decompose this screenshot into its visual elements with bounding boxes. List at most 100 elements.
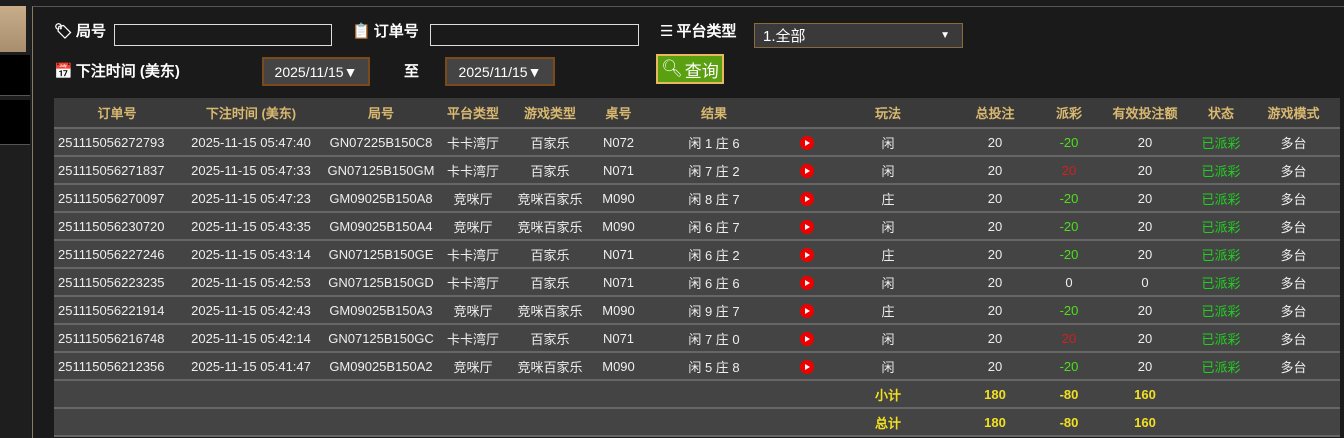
- platform-label-text: 平台类型: [676, 23, 737, 40]
- table-cell: 2025-11-15 05:42:43: [180, 296, 322, 325]
- table-row: 251115056270097 2025-11-15 05:47:23 GM0902…: [54, 184, 1340, 213]
- table-cell: 已派彩: [1195, 324, 1247, 353]
- table-cell: 2025-11-15 05:47:40: [180, 128, 322, 157]
- replay-cell[interactable]: [785, 212, 829, 241]
- table-cell: M090: [594, 212, 643, 241]
- platform-select[interactable]: 1.全部 ▼: [754, 23, 963, 48]
- table-cell: 251115056227246: [54, 240, 180, 269]
- play-video-icon[interactable]: [800, 303, 814, 318]
- table-cell: 20: [1095, 296, 1195, 325]
- table-cell: 闲 6 庄 6: [643, 268, 785, 297]
- table-cell: 20: [1095, 184, 1195, 213]
- table-cell: 251115056270097: [54, 184, 180, 213]
- replay-cell[interactable]: [785, 296, 829, 325]
- table-cell: 闲 7 庄 2: [643, 156, 785, 185]
- column-header: [785, 98, 829, 129]
- table-cell: -20: [1043, 212, 1095, 241]
- time-label: 📅 下注时间 (美东): [54, 60, 180, 81]
- table-cell: 0: [1095, 268, 1195, 297]
- play-video-icon[interactable]: [800, 275, 814, 290]
- spacer: [54, 380, 829, 409]
- table-cell: 多台: [1247, 128, 1340, 157]
- replay-cell[interactable]: [785, 268, 829, 297]
- column-header: 状态: [1195, 98, 1247, 129]
- table-cell: 251115056212356: [54, 352, 180, 381]
- table-cell: 已派彩: [1195, 128, 1247, 157]
- play-video-icon[interactable]: [800, 247, 814, 262]
- order-input[interactable]: [430, 24, 639, 46]
- play-video-icon[interactable]: [800, 331, 814, 346]
- column-header: 派彩: [1043, 98, 1095, 129]
- table-cell: 竞咪厅: [440, 296, 506, 325]
- replay-cell[interactable]: [785, 240, 829, 269]
- round-input[interactable]: [114, 24, 332, 46]
- table-cell: 多台: [1247, 156, 1340, 185]
- table-cell: 20: [947, 212, 1043, 241]
- sidebar-tab[interactable]: [0, 6, 26, 52]
- sidebar-item[interactable]: [0, 100, 30, 145]
- table-cell: 闲 6 庄 7: [643, 212, 785, 241]
- replay-cell[interactable]: [785, 156, 829, 185]
- table-cell: 已派彩: [1195, 212, 1247, 241]
- subtotal-label: 小计: [829, 380, 947, 409]
- table-cell: 庄: [829, 240, 947, 269]
- column-header: 总投注: [947, 98, 1043, 129]
- table-cell: 2025-11-15 05:47:33: [180, 156, 322, 185]
- sidebar-item[interactable]: [0, 55, 30, 96]
- table-row: 251115056271837 2025-11-15 05:47:33 GN0712…: [54, 156, 1340, 185]
- play-video-icon[interactable]: [800, 135, 814, 150]
- clipboard-icon: 📋: [352, 22, 371, 40]
- table-cell: 闲 9 庄 7: [643, 296, 785, 325]
- table-cell: M090: [594, 352, 643, 381]
- table-cell: 竞咪百家乐: [506, 352, 594, 381]
- table-cell: GN07125B150GD: [322, 268, 440, 297]
- table-cell: GN07125B150GE: [322, 240, 440, 269]
- play-video-icon[interactable]: [800, 191, 814, 206]
- column-header: 桌号: [594, 98, 643, 129]
- date-to-picker[interactable]: 2025/11/15▼: [445, 57, 555, 86]
- table-cell: 20: [1095, 352, 1195, 381]
- table-cell: 竞咪百家乐: [506, 212, 594, 241]
- column-header: 结果: [643, 98, 785, 129]
- table-row: 251115056212356 2025-11-15 05:41:47 GM0902…: [54, 352, 1340, 381]
- table-cell: -20: [1043, 352, 1095, 381]
- query-label: 查询: [684, 61, 719, 81]
- table-cell: 竞咪百家乐: [506, 296, 594, 325]
- table-cell: 闲 6 庄 2: [643, 240, 785, 269]
- column-header: 局号: [322, 98, 440, 129]
- date-from-picker[interactable]: 2025/11/15▼: [262, 57, 370, 86]
- replay-cell[interactable]: [785, 128, 829, 157]
- platform-value: 1.全部: [763, 28, 806, 45]
- replay-cell[interactable]: [785, 184, 829, 213]
- table-cell: M090: [594, 296, 643, 325]
- table-row: 251115056230720 2025-11-15 05:43:35 GM0902…: [54, 212, 1340, 241]
- replay-cell[interactable]: [785, 324, 829, 353]
- table-cell: 多台: [1247, 240, 1340, 269]
- table-row: 251115056221914 2025-11-15 05:42:43 GM0902…: [54, 296, 1340, 325]
- replay-cell[interactable]: [785, 352, 829, 381]
- table-cell: M090: [594, 184, 643, 213]
- table-cell: -20: [1043, 296, 1095, 325]
- table-cell: 竞咪厅: [440, 352, 506, 381]
- table-cell: 闲 5 庄 8: [643, 352, 785, 381]
- query-button[interactable]: 🔍︎ 查询: [656, 54, 724, 84]
- play-video-icon[interactable]: [800, 359, 814, 374]
- total-payout: -80: [1043, 408, 1095, 437]
- table-cell: -20: [1043, 184, 1095, 213]
- table-cell: 百家乐: [506, 156, 594, 185]
- table-cell: 多台: [1247, 184, 1340, 213]
- spacer: [54, 408, 829, 437]
- table-cell: 已派彩: [1195, 268, 1247, 297]
- table-cell: 已派彩: [1195, 296, 1247, 325]
- table-cell: 20: [947, 128, 1043, 157]
- play-video-icon[interactable]: [800, 163, 814, 178]
- table-cell: 闲: [829, 352, 947, 381]
- table-cell: N071: [594, 324, 643, 353]
- play-video-icon[interactable]: [800, 219, 814, 234]
- table-cell: 已派彩: [1195, 352, 1247, 381]
- table-cell: 闲: [829, 212, 947, 241]
- table-cell: 闲: [829, 324, 947, 353]
- table-cell: 2025-11-15 05:41:47: [180, 352, 322, 381]
- table-cell: 卡卡湾厅: [440, 156, 506, 185]
- round-label: 🏷 局号: [54, 20, 106, 41]
